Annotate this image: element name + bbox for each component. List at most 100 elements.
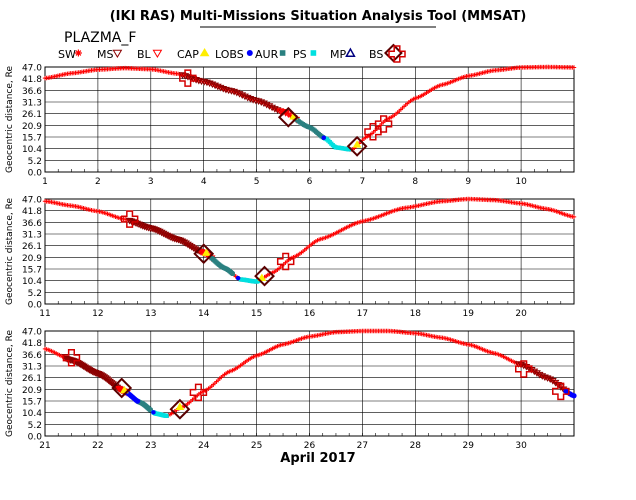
ms-point-shape [257,99,266,106]
y-tick-label: 0.0 [28,433,43,443]
bs-cross [514,360,533,378]
legend-item-aur: AUR [255,48,286,61]
ps-point-shape [347,147,352,152]
ms-point-shape [262,101,271,109]
ms-point-shape [273,107,282,114]
x-tick-label: 25 [251,441,262,451]
y-tick-label: 36.6 [22,351,42,361]
x-tick-label: 14 [198,309,210,319]
bs-cross [364,123,382,141]
ms-point [514,361,523,368]
x-tick-label: 11 [39,309,50,319]
bs-cross-shape [179,69,197,87]
x-tick-label: 9 [465,177,471,187]
legend-symbol [310,50,317,56]
panel-3: 0.0 5.2 10.415.7 20.9 26.131.3 36.6 41.847.0 21… [5,328,577,451]
ms-point [235,91,244,98]
legend-symbol [279,50,286,56]
ms-point [243,94,252,102]
ms-point-shape [519,362,528,370]
bl-point [276,108,285,115]
y-tick-label: 0.0 [28,169,43,179]
panels: 0.05.210.415.720.926.131.336.641.847.01 2… [5,64,577,451]
x-tick-label: 13 [145,309,156,319]
ms-point-shape [211,82,219,90]
bs-cross [179,69,197,87]
cap-point [201,248,211,256]
ms-point [265,103,274,110]
legend: SW MS BL CAP LOBS AUR PS MP BS [58,43,406,63]
ms-point [211,82,219,90]
y-tick-label: 10.4 [22,145,42,155]
legend-item-lobs: LOBS [215,48,253,61]
ms-point [538,373,547,380]
ps-series [323,136,352,152]
ms-point [254,98,263,105]
x-tick-label: 20 [515,309,527,319]
lobs-point-shape [571,393,577,399]
legend-symbol [383,43,403,63]
ms-point-shape [251,97,260,105]
y-tick-label: 26.1 [22,110,42,120]
x-tick-label: 7 [360,177,366,187]
ms-point-shape [548,378,557,385]
x-tick-label: 15 [251,309,262,319]
ps-point [164,413,169,418]
lobs-point-shape [321,135,327,141]
bl-point [284,111,293,119]
sw-point [571,214,577,220]
legend-symbol-shape [279,50,286,56]
cap-point [175,402,185,410]
y-tick-label: 15.7 [22,134,42,144]
chart-title: (IKI RAS) Multi-Missions Situation Analy… [110,9,527,24]
bs-cross-shape [120,210,139,228]
ms-point [251,97,260,105]
legend-label: BL [137,48,152,61]
x-tick-label: 19 [462,309,474,319]
ms-point [249,97,257,104]
x-tick-label: 22 [92,441,103,451]
bs-diamond [277,106,299,128]
x-tick-label: 29 [462,441,474,451]
x-tick-label: 8 [412,177,418,187]
lobs-point [571,393,577,399]
legend-label: LOBS [215,48,244,61]
legend-item-bs: BS [369,43,403,63]
ms-point-shape [200,79,209,86]
ms-point [530,368,539,376]
bs-cross-shape [276,252,295,271]
ms-point [268,104,276,112]
ms-point-shape [194,77,203,85]
ms-point [230,88,238,96]
ms-point-shape [530,368,539,376]
bs-cross-shape [189,383,208,402]
y-axis-label: Geocentric distance, Re [5,66,15,173]
y-tick-label: 26.1 [22,242,42,252]
ms-point-shape [541,374,549,382]
ms-point-shape [222,86,230,94]
legend-symbol [246,50,253,56]
cap-point [257,273,267,281]
ms-point [194,77,203,85]
lobs-point [321,135,327,141]
y-tick-label: 5.2 [28,421,42,431]
y-tick-label: 47.0 [22,64,42,74]
x-tick-label: 28 [410,441,422,451]
legend-item-ps: PS [293,48,317,61]
x-tick-label: 30 [515,441,527,451]
bs-cross-shape [514,360,533,378]
ms-point-shape [270,106,279,113]
ms-point-shape [543,375,552,382]
ms-point [260,100,268,108]
ms-point [241,93,249,101]
ms-point-shape [546,376,555,384]
ps-point [347,147,352,152]
ms-point [232,89,241,97]
ms-point-shape [514,361,523,368]
legend-symbol-shape [74,49,82,57]
ms-point [189,76,198,83]
bs-diamond [169,398,191,420]
bs-diamond [193,243,215,265]
ms-point-shape [219,85,228,93]
